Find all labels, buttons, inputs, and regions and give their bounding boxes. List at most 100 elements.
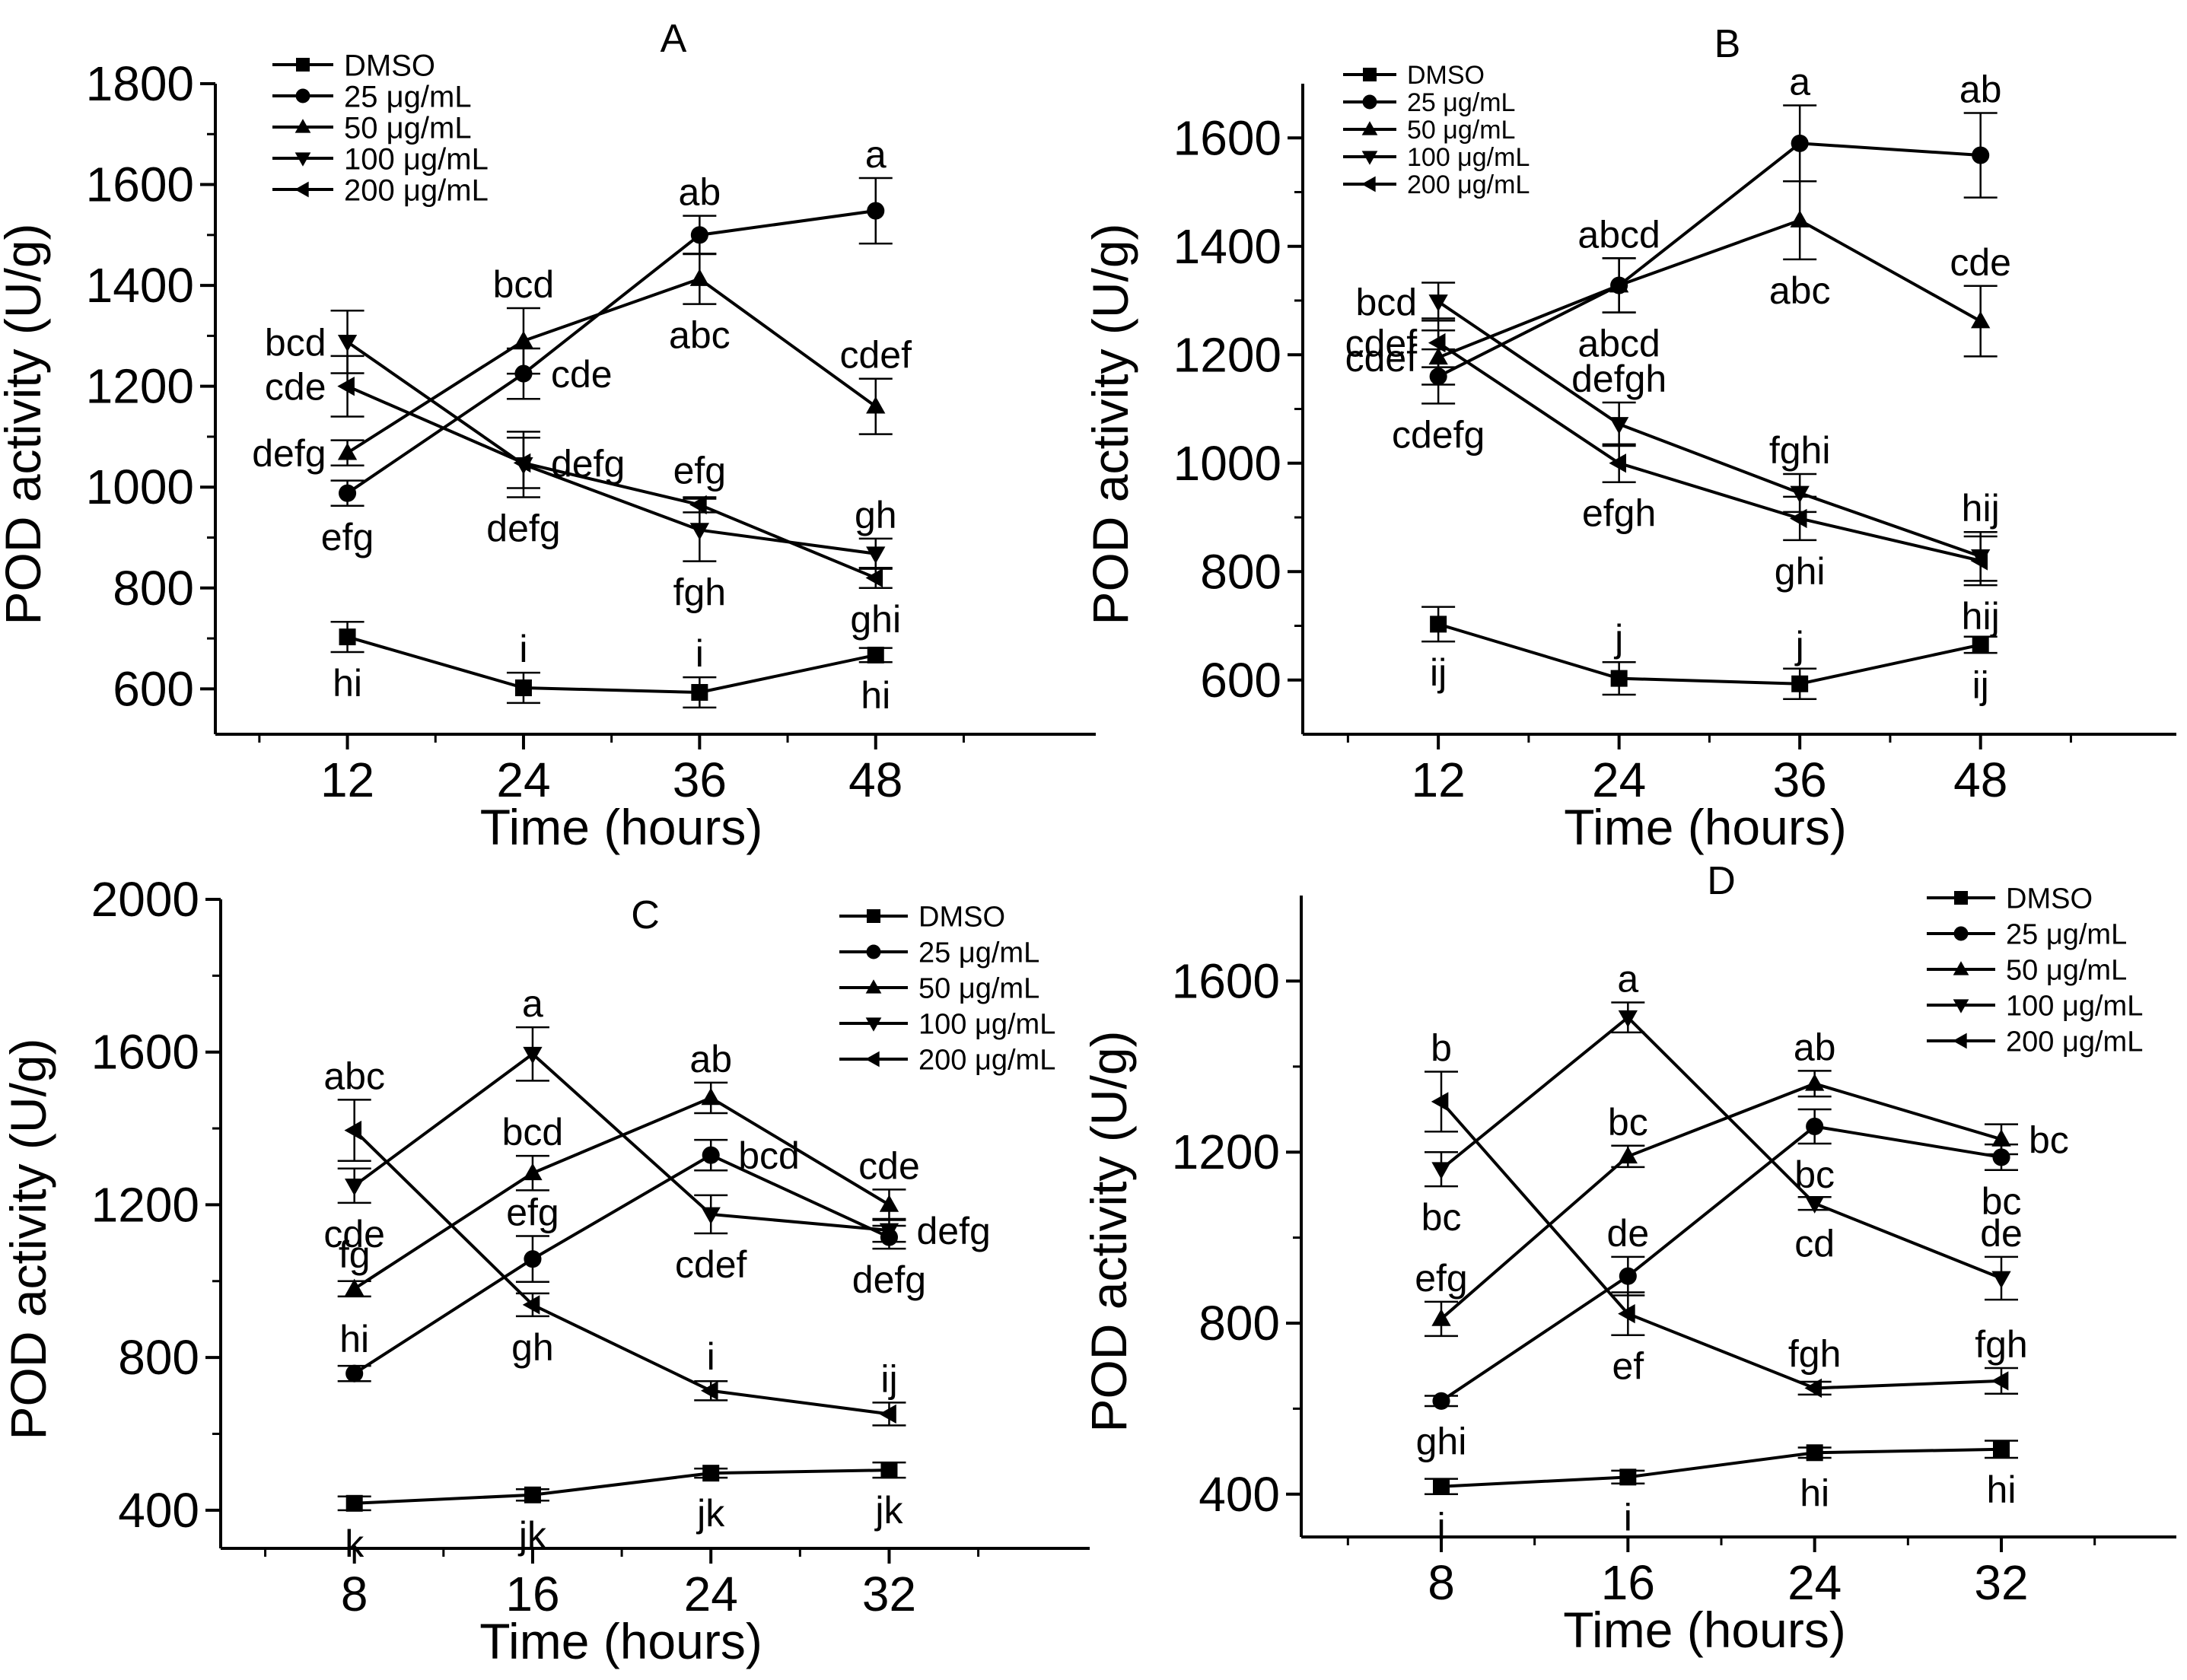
significance-label: i	[707, 1335, 715, 1378]
legend-label: 100 μg/mL	[918, 1009, 1055, 1041]
significance-label: gh	[511, 1326, 554, 1369]
y-tick-label: 400	[1199, 1467, 1280, 1522]
y-tick-label: 800	[113, 561, 194, 616]
data-point	[1992, 1148, 2010, 1166]
significance-label: defg	[486, 507, 560, 549]
x-tick-label: 24	[684, 1567, 738, 1621]
series-3: cde a cdef defg	[323, 982, 990, 1286]
data-point	[866, 396, 886, 414]
significance-label: abc	[323, 1055, 385, 1097]
legend-label: 50 μg/mL	[1407, 116, 1515, 145]
significance-label: cde	[265, 366, 326, 409]
significance-label: k	[345, 1522, 364, 1565]
data-point	[867, 646, 884, 663]
data-point	[1806, 1444, 1823, 1462]
legend-marker	[865, 1051, 880, 1068]
data-point	[1993, 1440, 2010, 1458]
significance-label: fghi	[1769, 429, 1831, 472]
data-point	[1609, 275, 1629, 293]
x-tick-label: 48	[1953, 752, 2007, 807]
legend-marker	[294, 181, 309, 198]
legend-label: DMSO	[918, 902, 1005, 934]
significance-label: bc	[1982, 1180, 2022, 1223]
significance-label: cde	[551, 353, 613, 396]
y-tick-label: 1200	[91, 1177, 199, 1232]
significance-label: abc	[1769, 269, 1831, 312]
significance-label: ab	[1794, 1026, 1836, 1068]
significance-label: cde	[858, 1144, 920, 1187]
x-tick-label: 12	[320, 752, 374, 807]
significance-label: hij	[1962, 595, 2000, 638]
legend-label: 50 μg/mL	[2006, 955, 2127, 987]
y-tick-label: 1800	[86, 56, 194, 111]
data-point	[1431, 1162, 1451, 1179]
significance-label: j	[1613, 617, 1623, 660]
y-tick-label: 600	[113, 661, 194, 716]
data-point	[523, 1163, 543, 1181]
data-point	[524, 1486, 541, 1503]
series-2: efg bc ab bc	[1415, 1026, 2069, 1338]
data-point	[1610, 670, 1628, 687]
significance-label: a	[1617, 958, 1638, 1001]
legend-marker	[1954, 891, 1968, 905]
data-point	[1432, 1392, 1450, 1410]
legend-label: 200 μg/mL	[344, 173, 489, 207]
significance-label: i	[1437, 1506, 1445, 1548]
data-point	[866, 546, 886, 564]
legend-label: 100 μg/mL	[344, 142, 489, 176]
significance-label: jk	[517, 1514, 547, 1557]
data-point	[514, 679, 532, 697]
significance-label: cdef	[839, 334, 912, 377]
significance-label: ef	[1612, 1345, 1644, 1388]
significance-label: a	[865, 133, 887, 176]
legend-marker	[1363, 68, 1377, 81]
y-tick-label: 1600	[91, 1025, 199, 1080]
data-point	[1428, 294, 1448, 312]
x-tick-label: 24	[1787, 1555, 1842, 1610]
data-point	[514, 330, 533, 348]
y-axis-title: POD activity (U/g)	[1082, 223, 1138, 625]
y-axis-title: POD activity (U/g)	[1081, 1030, 1137, 1432]
significance-label: efg	[1415, 1257, 1468, 1300]
y-axis-title: POD activity (U/g)	[0, 223, 51, 625]
data-point	[1428, 332, 1446, 353]
series-0: k jk jk jk	[337, 1461, 906, 1565]
series-4: cdef efgh ghi hij	[1345, 317, 2000, 638]
data-point	[702, 1465, 720, 1482]
y-tick-label: 1200	[1173, 327, 1281, 382]
data-point	[1431, 1092, 1449, 1112]
data-point	[1806, 1117, 1824, 1136]
data-point	[1790, 210, 1810, 228]
significance-label: efg	[321, 516, 374, 558]
significance-label: ghi	[850, 598, 901, 641]
series-line	[354, 1468, 890, 1505]
x-tick-label: 8	[341, 1567, 368, 1621]
series-4: cde defg efg ghi	[265, 355, 901, 641]
legend-label: 50 μg/mL	[344, 111, 472, 145]
data-point	[1991, 1371, 2009, 1391]
significance-label: ab	[1959, 68, 2002, 110]
significance-label: ij	[880, 1357, 897, 1400]
legend-marker	[295, 88, 310, 103]
data-point	[1430, 616, 1447, 633]
y-tick-label: 1600	[86, 158, 194, 212]
significance-label: de	[1607, 1212, 1650, 1255]
significance-label: bcd	[493, 263, 555, 306]
data-point	[691, 683, 708, 701]
significance-label: abcd	[1577, 323, 1660, 365]
significance-label: bcd	[502, 1111, 564, 1153]
significance-label: efg	[506, 1192, 559, 1234]
y-tick-label: 1400	[1173, 219, 1281, 274]
x-tick-label: 24	[1592, 752, 1646, 807]
significance-label: a	[1789, 61, 1810, 103]
series-4: b ef fgh fgh	[1425, 1027, 2028, 1398]
significance-label: fgh	[1975, 1323, 2028, 1366]
series-line	[1437, 300, 1982, 558]
data-point	[337, 334, 358, 352]
series-line	[353, 1129, 890, 1416]
data-point	[689, 269, 709, 286]
significance-label: defgh	[1571, 358, 1667, 400]
significance-label: b	[1431, 1027, 1452, 1070]
